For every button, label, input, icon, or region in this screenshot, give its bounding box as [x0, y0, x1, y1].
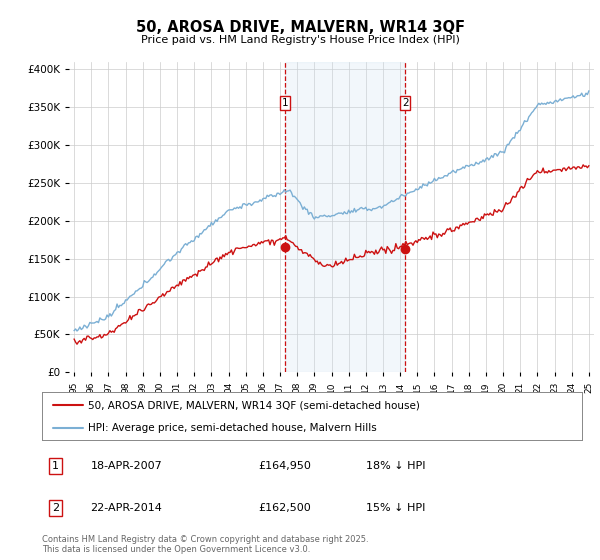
- Text: 2: 2: [402, 99, 409, 108]
- Text: 15% ↓ HPI: 15% ↓ HPI: [366, 503, 425, 513]
- Text: 1: 1: [52, 461, 59, 471]
- Text: 50, AROSA DRIVE, MALVERN, WR14 3QF (semi-detached house): 50, AROSA DRIVE, MALVERN, WR14 3QF (semi…: [88, 400, 420, 410]
- Text: 18% ↓ HPI: 18% ↓ HPI: [366, 461, 425, 471]
- Text: £164,950: £164,950: [258, 461, 311, 471]
- Text: 18-APR-2007: 18-APR-2007: [91, 461, 163, 471]
- Text: Price paid vs. HM Land Registry's House Price Index (HPI): Price paid vs. HM Land Registry's House …: [140, 35, 460, 45]
- Text: 22-APR-2014: 22-APR-2014: [91, 503, 163, 513]
- Bar: [285, 62, 405, 372]
- Text: Contains HM Land Registry data © Crown copyright and database right 2025.
This d: Contains HM Land Registry data © Crown c…: [42, 535, 368, 554]
- Text: 1: 1: [281, 99, 289, 108]
- Text: 2: 2: [52, 503, 59, 513]
- Text: HPI: Average price, semi-detached house, Malvern Hills: HPI: Average price, semi-detached house,…: [88, 423, 377, 433]
- Text: 50, AROSA DRIVE, MALVERN, WR14 3QF: 50, AROSA DRIVE, MALVERN, WR14 3QF: [136, 20, 464, 35]
- Text: £162,500: £162,500: [258, 503, 311, 513]
